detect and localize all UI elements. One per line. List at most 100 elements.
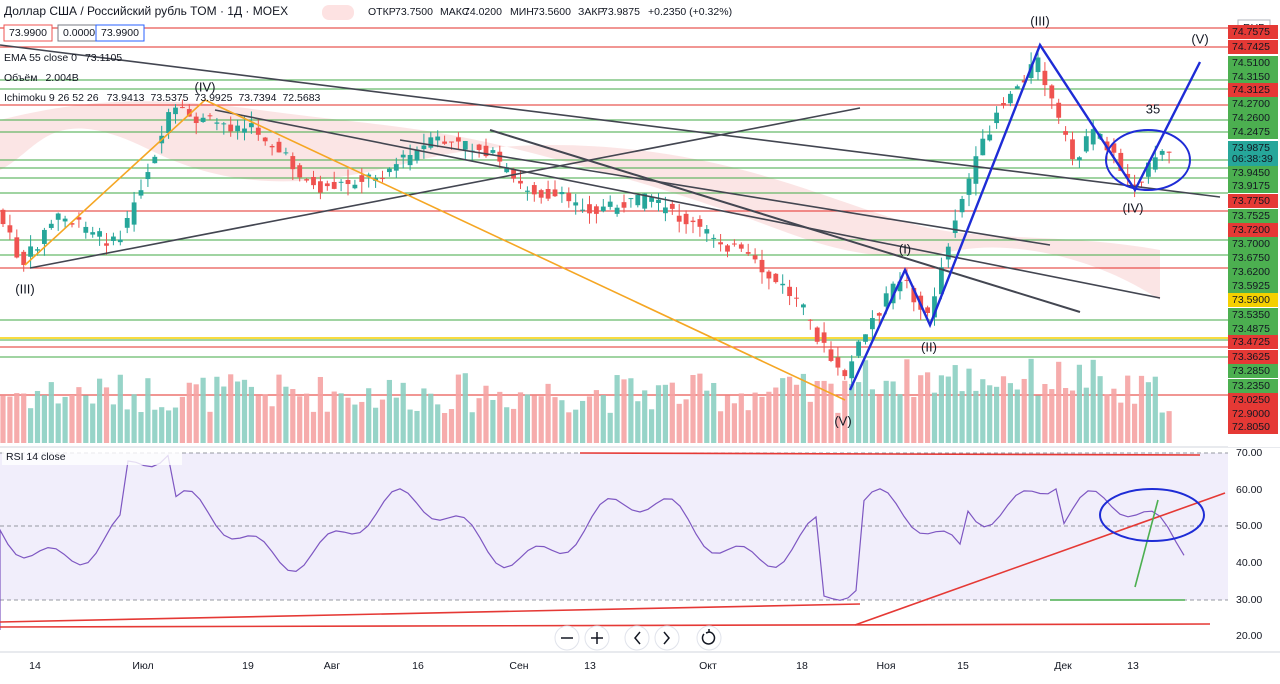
candle-body: [407, 154, 413, 166]
volume-bar: [324, 411, 330, 443]
volume-bar: [966, 368, 972, 443]
time-axis-label: Дек: [1054, 660, 1072, 672]
rsi-axis-label: 20.00: [1236, 630, 1262, 642]
volume-bar: [724, 395, 731, 443]
rsi-axis-label: 60.00: [1236, 484, 1262, 496]
ohlc-low: 73.5600: [533, 6, 571, 18]
candle-body: [635, 194, 641, 206]
volume-bar: [607, 412, 613, 443]
volume-bar: [435, 404, 441, 443]
candle-body: [1083, 136, 1089, 152]
candle-body: [1056, 102, 1062, 118]
volume-bar: [193, 384, 199, 443]
price-axis-label: 06:38:39: [1232, 153, 1273, 165]
candle-body: [117, 239, 123, 243]
candle-body: [1111, 143, 1117, 153]
price-tag: [1228, 379, 1278, 393]
candle-body: [242, 128, 247, 133]
rsi-axis-label: 30.00: [1236, 594, 1262, 606]
wave-label: (III): [1030, 13, 1050, 28]
volume-bar: [531, 395, 537, 443]
volume-bar: [34, 390, 41, 443]
price-axis-label: 73.7750: [1232, 195, 1270, 207]
volume-bar: [276, 374, 282, 443]
volume-bar: [1090, 359, 1096, 443]
candle-body: [925, 307, 930, 313]
price-box[interactable]: [95, 24, 145, 42]
toolbar-icon: [591, 632, 603, 644]
volume-bar: [455, 374, 461, 443]
candle-body: [48, 223, 54, 228]
price-tag: [1228, 125, 1278, 139]
candle-body: [1152, 157, 1158, 170]
candle-body: [559, 192, 565, 195]
candle-body: [214, 122, 220, 124]
volume-bar: [980, 379, 986, 443]
ohlc-close-label: ЗАКР: [578, 6, 604, 18]
candle-body: [566, 192, 572, 202]
candle-body: [1077, 157, 1082, 161]
candle-body: [186, 109, 192, 117]
volume-bar: [1069, 390, 1076, 443]
candle-body: [745, 252, 751, 254]
candle-body: [725, 245, 730, 252]
volume-bar: [138, 412, 144, 443]
candle-body: [863, 334, 868, 342]
candle-body: [1049, 85, 1055, 99]
symbol-badge: [322, 5, 354, 20]
candle-body: [752, 255, 758, 260]
price-tag: [1228, 40, 1278, 54]
price-box-value: 73.9900: [9, 27, 47, 39]
candle-body: [994, 112, 999, 124]
candle-body: [97, 231, 102, 237]
volume-bar: [793, 384, 800, 443]
volume-bar: [862, 360, 869, 443]
volume-bar: [524, 394, 530, 443]
candle-body: [835, 357, 841, 368]
trend-line: [0, 44, 1221, 198]
volume-bar: [511, 408, 517, 443]
candle-body: [366, 174, 372, 177]
candle-body: [7, 225, 13, 233]
candle-body: [428, 137, 434, 148]
volume-bar: [386, 379, 392, 443]
volume-bar: [221, 386, 227, 443]
volume-bar: [345, 397, 351, 443]
volume-bar: [959, 391, 965, 443]
volume-bar: [987, 385, 993, 443]
volume-bar: [807, 401, 813, 443]
wave-label: (I): [899, 241, 911, 256]
indicator-name: EMA 55 close 0: [4, 52, 77, 64]
candle-body: [504, 167, 510, 173]
trend-line: [214, 109, 1161, 299]
volume-bar: [869, 389, 875, 443]
volume-bar: [821, 380, 827, 443]
candle-body: [228, 124, 234, 132]
volume-bar: [28, 408, 34, 443]
toolbar-button[interactable]: [624, 625, 650, 651]
candle-body: [1159, 150, 1165, 155]
toolbar-button[interactable]: [696, 625, 722, 651]
ohlc-high-label: МАКС: [440, 6, 470, 18]
candle-body: [138, 190, 144, 196]
candle-body: [180, 107, 185, 109]
price-box[interactable]: [3, 24, 53, 42]
price-tag: [1228, 141, 1278, 155]
time-axis-label: Сен: [509, 660, 528, 672]
candle-body: [331, 181, 337, 189]
toolbar-button[interactable]: [654, 625, 680, 651]
price-tag: [1228, 25, 1278, 39]
candle-body: [200, 117, 206, 122]
volume-bar: [1125, 375, 1131, 443]
volume-bar: [1111, 388, 1117, 443]
price-axis-label: 74.3125: [1232, 84, 1270, 96]
candle-body: [435, 136, 441, 141]
candle-body: [166, 112, 171, 133]
price-tag: [1228, 237, 1278, 251]
hand-circle: [1105, 129, 1191, 191]
volume-bar: [649, 409, 655, 443]
volume-bar: [1056, 361, 1062, 443]
volume-bar: [0, 395, 6, 443]
ohlc-open-label: ОТКР: [368, 6, 396, 18]
candle-body: [897, 281, 903, 292]
